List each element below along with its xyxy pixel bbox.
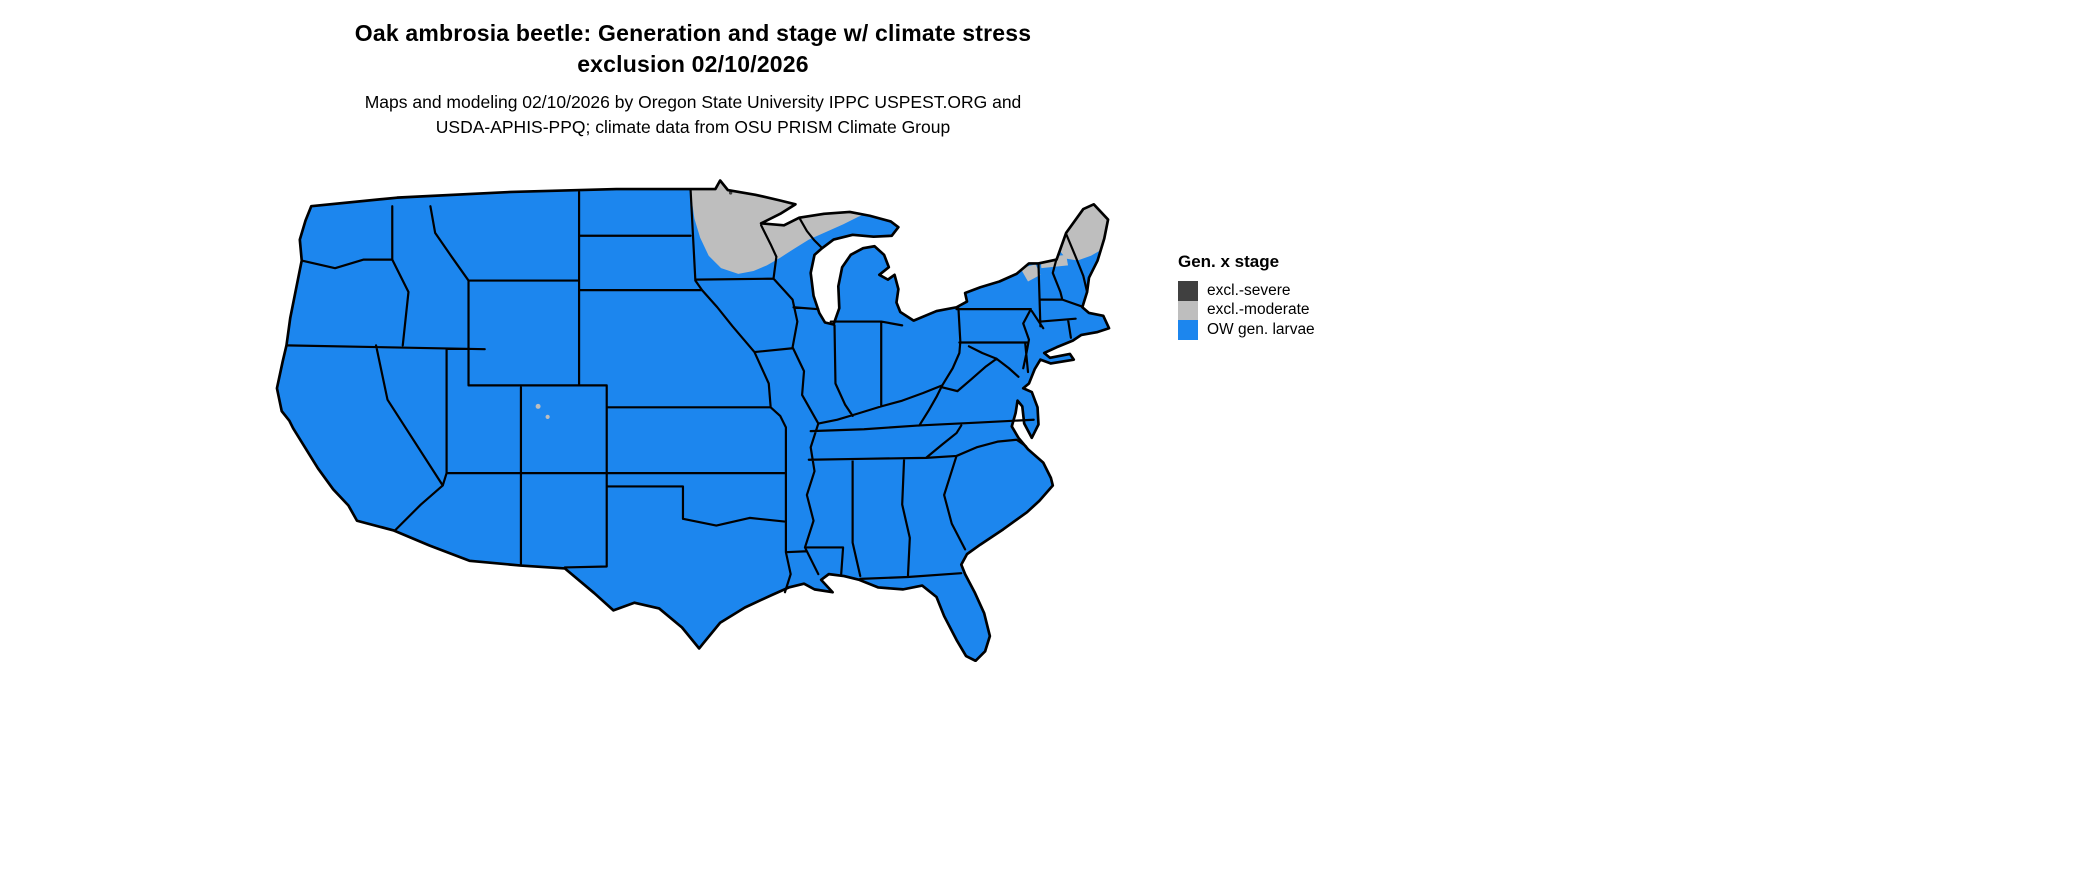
exclusion-moderate-adirondacks xyxy=(1020,264,1041,282)
exclusion-severe-speck xyxy=(728,191,733,195)
us-outline xyxy=(275,179,1111,663)
legend-label-excl-moderate: excl.-moderate xyxy=(1207,301,1310,319)
legend-item-ow-gen-larvae: OW gen. larvae xyxy=(1178,320,1398,340)
map-title-line1: Oak ambrosia beetle: Generation and stag… xyxy=(354,20,1032,46)
legend-swatch-excl-severe xyxy=(1178,281,1198,301)
legend-swatch-ow-gen-larvae xyxy=(1178,320,1198,340)
us-map-svg xyxy=(275,179,1111,663)
map-subtitle-line1: Maps and modeling 02/10/2026 by Oregon S… xyxy=(364,92,1022,112)
legend-item-excl-moderate: excl.-moderate xyxy=(1178,300,1398,320)
legend-label-excl-severe: excl.-severe xyxy=(1207,281,1291,299)
map-title-line2: exclusion 02/10/2026 xyxy=(577,51,809,77)
state-boundaries xyxy=(285,188,1089,594)
legend: Gen. x stage excl.-severe excl.-moderate… xyxy=(1178,252,1398,340)
legend-title: Gen. x stage xyxy=(1178,252,1280,271)
exclusion-moderate-rockies-speck-1 xyxy=(535,403,541,409)
map-title: Oak ambrosia beetle: Generation and stag… xyxy=(0,18,1386,80)
map-subtitle: Maps and modeling 02/10/2026 by Oregon S… xyxy=(0,90,1386,140)
legend-swatch-excl-moderate xyxy=(1178,300,1198,320)
map-subtitle-line2: USDA-APHIS-PPQ; climate data from OSU PR… xyxy=(435,117,951,137)
us-map xyxy=(235,166,1150,663)
exclusion-moderate-rockies-speck-2 xyxy=(545,414,550,419)
legend-item-excl-severe: excl.-severe xyxy=(1178,281,1398,301)
us-region-fill xyxy=(276,180,1110,661)
legend-label-ow-gen-larvae: OW gen. larvae xyxy=(1207,320,1315,338)
